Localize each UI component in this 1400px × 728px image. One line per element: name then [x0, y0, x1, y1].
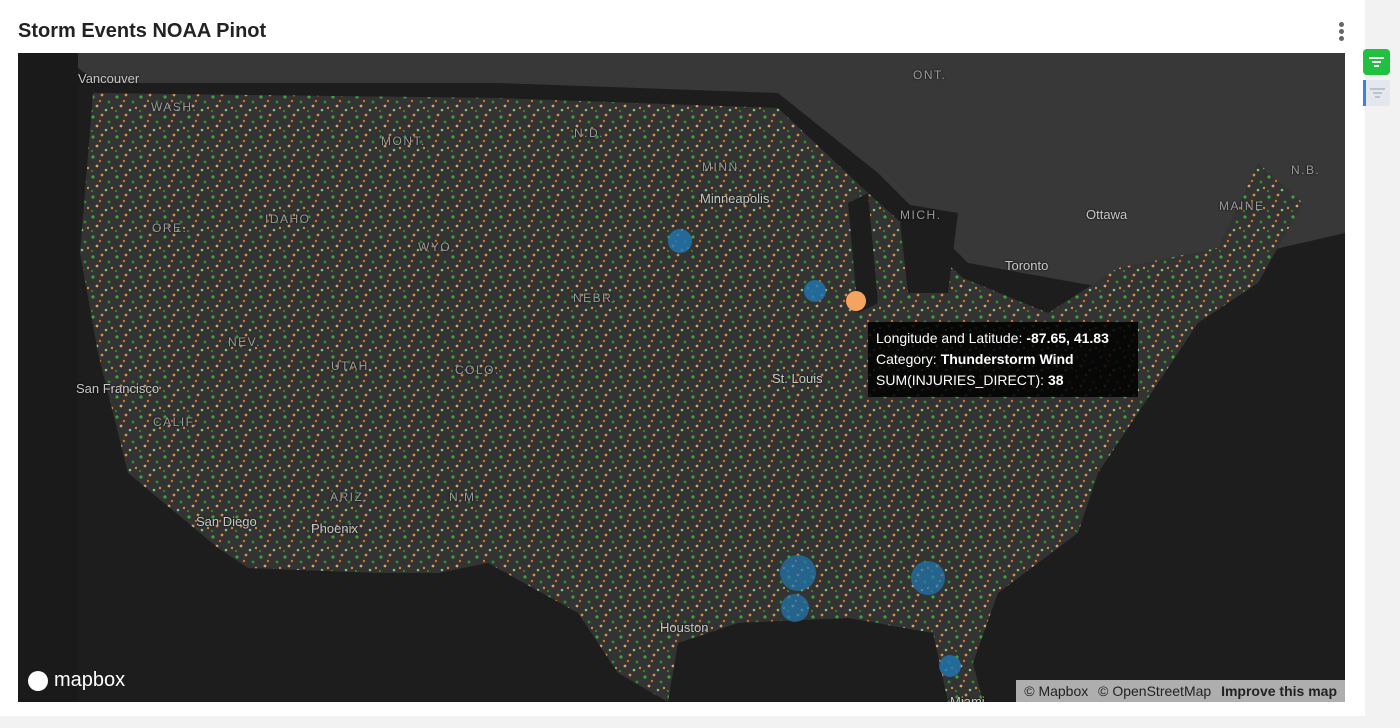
- map-label: MAINE: [1219, 199, 1265, 213]
- map-label: WASH.: [151, 100, 198, 114]
- tooltip-line: Longitude and Latitude: -87.65, 41.83: [876, 328, 1130, 349]
- attribution-link[interactable]: © OpenStreetMap: [1098, 683, 1212, 699]
- map-label: N.M.: [449, 490, 481, 504]
- tooltip-line: SUM(INJURIES_DIRECT): 38: [876, 370, 1130, 391]
- tooltip-value: Thunderstorm Wind: [940, 351, 1074, 367]
- map[interactable]: Vancouver WASH. ORE. IDAHO MONT. WYO. NE…: [18, 53, 1345, 702]
- tooltip-label: SUM(INJURIES_DIRECT):: [876, 372, 1045, 388]
- map-label: San Diego: [196, 514, 257, 529]
- map-label: Phoenix: [311, 521, 358, 536]
- tooltip: Longitude and Latitude: -87.65, 41.83 Cat…: [868, 322, 1138, 397]
- map-label: ARIZ.: [330, 490, 369, 504]
- map-base: [18, 53, 1345, 702]
- tooltip-value: 38: [1048, 372, 1064, 388]
- map-label: Ottawa: [1086, 207, 1128, 222]
- map-label: UTAH: [331, 359, 369, 373]
- menu-button[interactable]: [1338, 22, 1346, 44]
- map-label: NEBR.: [573, 291, 618, 305]
- attribution-link[interactable]: © Mapbox: [1024, 683, 1089, 699]
- map-label: San Francisco: [76, 381, 160, 396]
- map-label: WYO.: [418, 240, 456, 254]
- chart-title: Storm Events NOAA Pinot: [18, 20, 267, 42]
- map-label: CALIF.: [153, 415, 199, 429]
- event-bubble: [804, 280, 826, 302]
- map-label: St. Louis: [772, 371, 823, 386]
- event-bubble: [911, 561, 945, 595]
- event-bubble: [939, 655, 961, 677]
- ocean: [18, 53, 78, 702]
- map-label: Houston: [660, 620, 709, 635]
- canada: [18, 53, 1345, 303]
- event-bubble: [668, 229, 692, 253]
- map-label: IDAHO: [265, 212, 311, 226]
- filter-button[interactable]: [1363, 49, 1390, 75]
- chart-card: Storm Events NOAA Pinot: [0, 0, 1365, 716]
- mapbox-logo[interactable]: mapbox: [28, 669, 125, 692]
- map-label: MINN.: [702, 160, 744, 174]
- map-label: ONT.: [913, 68, 947, 82]
- map-label: NEV.: [228, 335, 261, 349]
- map-label: ORE.: [152, 221, 188, 235]
- map-label: Toronto: [1005, 258, 1049, 273]
- logo-text: mapbox: [54, 669, 126, 691]
- map-label: COLO.: [455, 363, 500, 377]
- attribution-link[interactable]: Improve this map: [1221, 683, 1337, 699]
- filter-button[interactable]: [1363, 80, 1390, 106]
- map-label: N.D.: [574, 126, 604, 140]
- map-label: N.B.: [1291, 163, 1321, 177]
- attribution: © Mapbox © OpenStreetMap Improve this ma…: [1016, 680, 1345, 702]
- event-bubble: [781, 594, 809, 622]
- storm-event-dots: [80, 93, 1303, 702]
- tooltip-value: -87.65, 41.83: [1026, 330, 1109, 346]
- tooltip-label: Longitude and Latitude:: [876, 330, 1023, 346]
- map-label: MONT.: [381, 134, 426, 148]
- tooltip-line: Category: Thunderstorm Wind: [876, 349, 1130, 370]
- tooltip-label: Category:: [876, 351, 937, 367]
- highlighted-bubble: [846, 291, 866, 311]
- map-label: Miami: [950, 694, 985, 702]
- map-label: MICH.: [900, 208, 942, 222]
- event-bubble: [780, 555, 816, 591]
- map-label: Minneapolis: [700, 191, 770, 206]
- great-lakes: [848, 193, 958, 313]
- map-label: Vancouver: [78, 71, 140, 86]
